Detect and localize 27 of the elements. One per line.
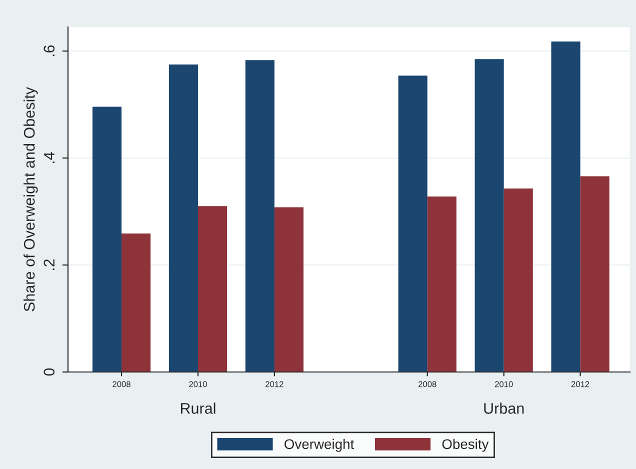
x-tick-label: 2012 bbox=[266, 381, 284, 388]
bar bbox=[580, 176, 610, 372]
legend-label: Obesity bbox=[442, 438, 489, 452]
bar bbox=[504, 188, 533, 372]
bar bbox=[274, 207, 304, 372]
y-tick-label: .2 bbox=[44, 259, 54, 270]
bar bbox=[245, 60, 274, 372]
x-tick-label: 2008 bbox=[418, 381, 436, 388]
x-tick-label: 2012 bbox=[571, 381, 590, 388]
bar bbox=[168, 64, 198, 372]
bar bbox=[398, 76, 428, 372]
y-tick-label: .6 bbox=[44, 45, 55, 56]
x-tick-label: 2010 bbox=[189, 381, 207, 388]
bar bbox=[92, 106, 122, 372]
y-tick-label: 0 bbox=[44, 368, 55, 376]
bar bbox=[551, 41, 580, 372]
x-tick-label: 2008 bbox=[112, 381, 130, 388]
bar bbox=[427, 196, 456, 372]
y-tick-label: .4 bbox=[44, 152, 54, 164]
bar bbox=[198, 206, 228, 372]
text: Urban bbox=[484, 402, 524, 414]
bar bbox=[474, 59, 504, 372]
bar bbox=[122, 233, 151, 372]
y-axis-title: Share of Overweight and Obesity bbox=[24, 87, 38, 312]
text: Rural bbox=[180, 402, 216, 414]
x-tick-label: 2010 bbox=[494, 381, 513, 388]
legend-label: Overweight bbox=[284, 438, 354, 452]
